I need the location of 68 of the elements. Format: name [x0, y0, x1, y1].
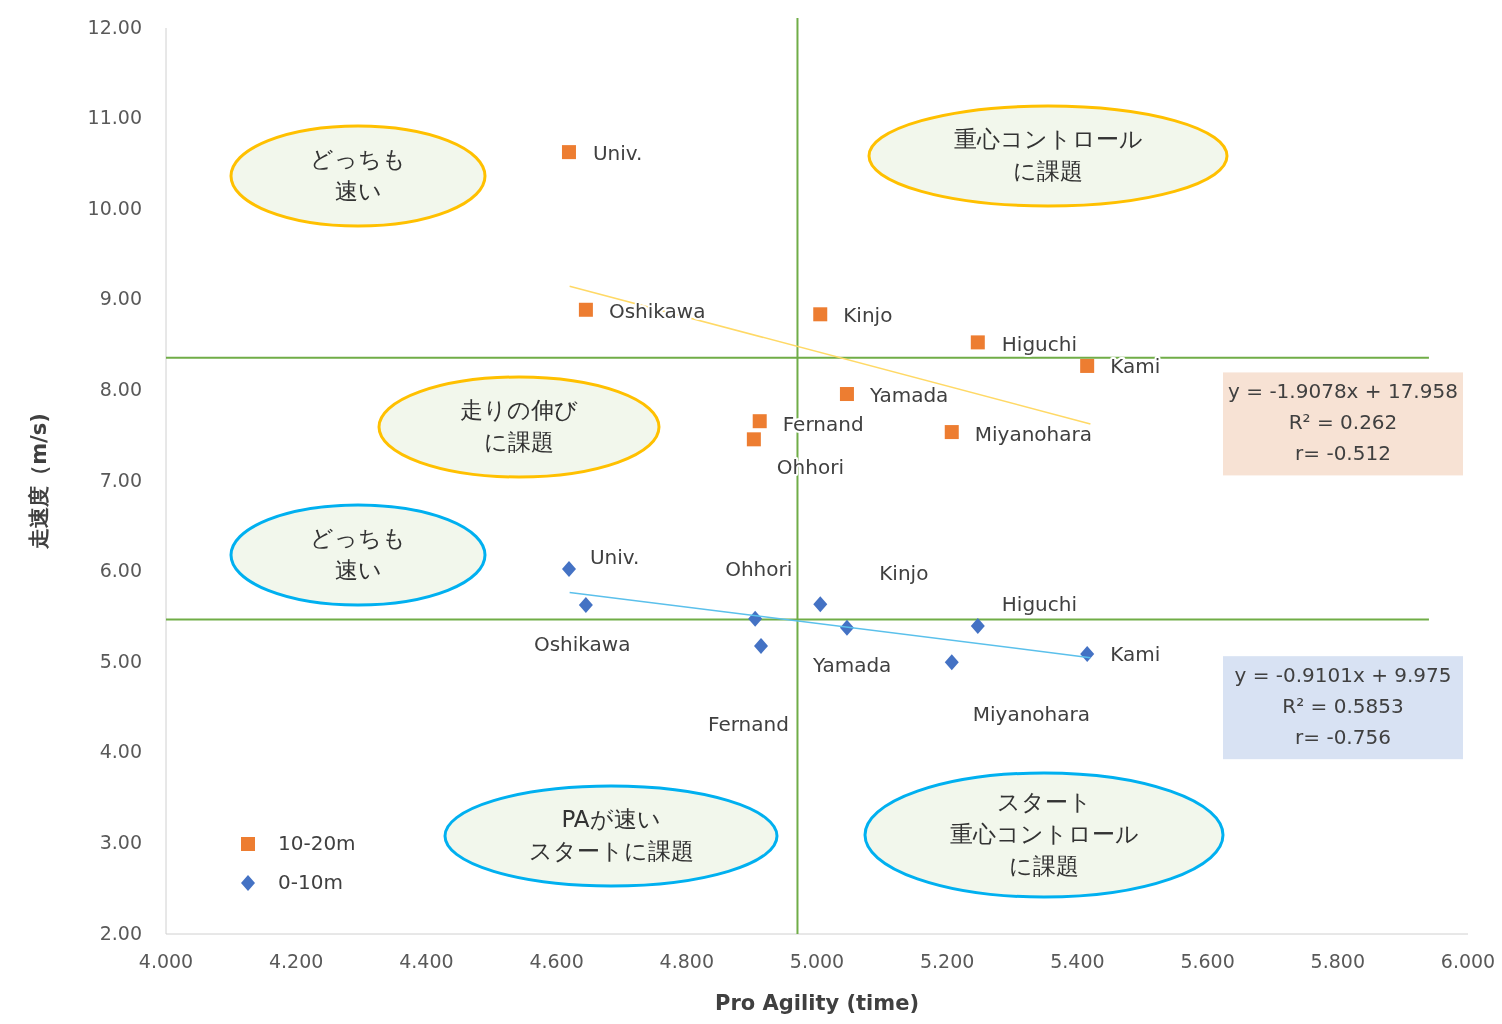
- annotation: 重心コントロールに課題: [953, 125, 1143, 184]
- point: [944, 654, 959, 671]
- x-tick-label: 4.600: [529, 950, 584, 972]
- x-tick-label: 4.000: [138, 950, 194, 972]
- annotation: Kinjo: [879, 560, 929, 585]
- annotation: Kami: [1110, 641, 1161, 666]
- x-tick-label: 5.200: [920, 950, 975, 972]
- point: [944, 425, 959, 440]
- y-tick-label: 5.00: [99, 649, 142, 672]
- point: [970, 617, 985, 634]
- y-tick-label: 8.00: [99, 377, 142, 400]
- x-tick-label: 6.000: [1440, 950, 1496, 972]
- annotation: y = -1.9078x + 17.958: [1228, 379, 1458, 404]
- annotation: R² = 0.5853: [1282, 694, 1404, 719]
- y-tick-label: 4.00: [99, 740, 142, 763]
- annotation: Univ.: [589, 545, 640, 570]
- point: [813, 596, 828, 613]
- annotation: PAが速いスタートに課題: [528, 805, 694, 864]
- point: [970, 335, 985, 350]
- annotation: r= -0.756: [1295, 725, 1391, 750]
- y-tick-label: 9.00: [99, 287, 142, 310]
- point: [813, 307, 828, 322]
- annotation: Kinjo: [843, 302, 893, 327]
- annotation: Miyanohara: [974, 421, 1092, 446]
- x-tick-label: 4.800: [659, 950, 714, 972]
- annotation: どっちも速い: [310, 524, 406, 583]
- y-tick-label: 7.00: [99, 468, 142, 491]
- x-tick-label: 5.600: [1180, 950, 1235, 972]
- y-tick-label: 3.00: [99, 830, 142, 853]
- point: [746, 432, 761, 447]
- y-tick-label: 10.00: [87, 196, 142, 219]
- annotation: どっちも速い: [310, 145, 406, 204]
- x-tick-label: 5.000: [789, 950, 845, 972]
- point: [1080, 358, 1095, 373]
- annotation: Oshikawa: [533, 631, 631, 656]
- annotation: Univ.: [592, 140, 643, 165]
- annotation: r= -0.512: [1295, 441, 1391, 466]
- point: [578, 302, 593, 317]
- x-tick-label: 5.400: [1050, 950, 1105, 972]
- legend-label: 0-10m: [278, 869, 343, 894]
- annotation: Kami: [1110, 354, 1161, 379]
- x-axis-title: Pro Agility (time): [715, 991, 919, 1015]
- point: [561, 560, 576, 577]
- legend-label: 10-20m: [278, 830, 356, 855]
- annotation: Higuchi: [1001, 331, 1077, 356]
- y-axis-title: 走速度（m/s): [27, 413, 51, 550]
- point: [754, 637, 769, 654]
- x-tick-label: 4.200: [269, 950, 324, 972]
- annotation: y = -0.9101x + 9.975: [1234, 663, 1452, 688]
- y-tick-label: 6.00: [99, 559, 142, 582]
- annotation: Yamada: [811, 653, 892, 678]
- point: [752, 414, 767, 429]
- annotation: R² = 0.262: [1288, 410, 1398, 435]
- y-tick-label: 2.00: [99, 921, 142, 944]
- annotation: 走りの伸びに課題: [460, 396, 578, 455]
- annotation: Miyanohara: [972, 701, 1090, 726]
- y-tick-label: 12.00: [87, 15, 142, 38]
- point: [578, 597, 593, 614]
- y-tick-label: 11.00: [87, 106, 142, 129]
- point: [839, 387, 854, 402]
- x-tick-label: 4.400: [399, 950, 454, 972]
- annotation: Ohhori: [725, 557, 793, 582]
- annotation: Yamada: [868, 382, 949, 407]
- annotation: Fernand: [708, 712, 789, 737]
- annotation: Higuchi: [1001, 592, 1077, 617]
- point: [561, 145, 576, 160]
- annotation: スタート重心コントロールに課題: [949, 788, 1139, 879]
- x-tick-label: 5.800: [1310, 950, 1365, 972]
